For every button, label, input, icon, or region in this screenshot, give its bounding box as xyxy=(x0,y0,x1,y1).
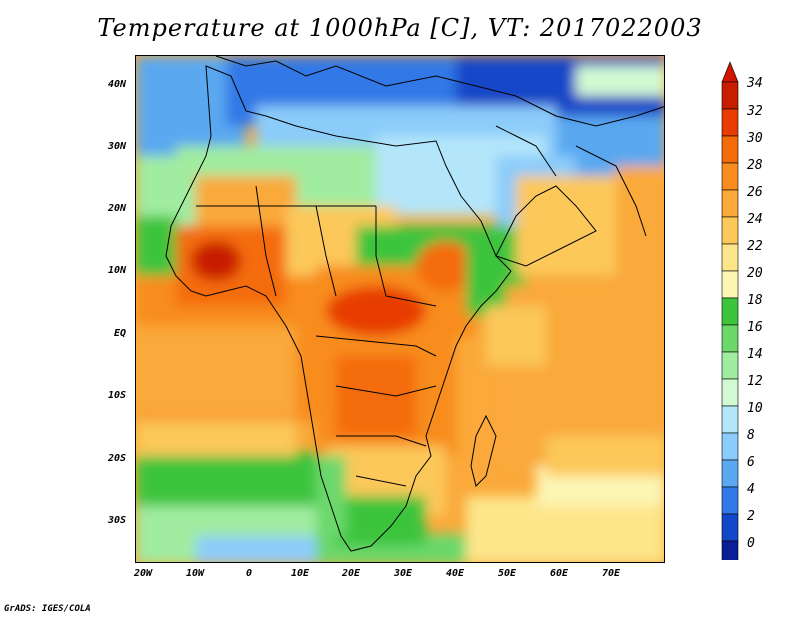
footer-credit: GrADS: IGES/COLA xyxy=(4,604,91,614)
colorbar-label: 14 xyxy=(747,347,763,362)
colorbar-top-arrow xyxy=(721,61,739,83)
colorbar-segment xyxy=(721,513,739,542)
lat-label: 10S xyxy=(108,390,127,401)
lat-label: 20N xyxy=(108,203,127,214)
colorbar-label: 16 xyxy=(747,320,763,335)
colorbar-label: 6 xyxy=(747,455,755,470)
colorbar-segment xyxy=(721,162,739,191)
colorbar-segment xyxy=(721,324,739,353)
colorbar-label: 4 xyxy=(747,482,755,497)
colorbar-label: 10 xyxy=(747,401,763,416)
colorbar-segment xyxy=(721,243,739,272)
colorbar-segment xyxy=(721,540,739,560)
colorbar-label: 0 xyxy=(747,536,755,551)
colorbar-label: 20 xyxy=(747,266,763,281)
colorbar-label: 28 xyxy=(747,158,763,173)
lon-label: 0 xyxy=(246,568,253,579)
lon-label: 20E xyxy=(342,568,361,579)
colorbar-segment xyxy=(721,135,739,164)
lat-label: 20S xyxy=(108,453,127,464)
colorbar-label: 12 xyxy=(747,374,763,389)
lon-label: 70E xyxy=(602,568,621,579)
colorbar-segment xyxy=(721,351,739,380)
colorbar-label: 18 xyxy=(747,293,763,308)
colorbar-segment xyxy=(721,459,739,488)
colorbar-label: 34 xyxy=(747,76,763,91)
chart-title: Temperature at 1000hPa [C], VT: 20170220… xyxy=(97,14,703,42)
colorbar-label: 30 xyxy=(747,131,763,146)
lon-label: 30E xyxy=(394,568,413,579)
colorbar xyxy=(721,61,739,560)
colorbar-segment xyxy=(721,270,739,299)
lat-label: 10N xyxy=(108,265,127,276)
lat-label: EQ xyxy=(114,328,127,339)
lon-label: 60E xyxy=(550,568,569,579)
colorbar-segment xyxy=(721,378,739,407)
map-panel xyxy=(135,55,665,563)
colorbar-label: 24 xyxy=(747,212,763,227)
colorbar-label: 26 xyxy=(747,185,763,200)
colorbar-label: 22 xyxy=(747,239,763,254)
colorbar-segment xyxy=(721,81,739,110)
coastlines xyxy=(165,56,664,552)
colorbar-segment xyxy=(721,108,739,137)
colorbar-label: 32 xyxy=(747,104,763,119)
colorbar-label: 2 xyxy=(747,509,755,524)
lon-label: 40E xyxy=(446,568,465,579)
lon-label: 10W xyxy=(186,568,205,579)
colorbar-segment xyxy=(721,216,739,245)
colorbar-segment xyxy=(721,297,739,326)
colorbar-segment xyxy=(721,189,739,218)
lon-label: 20W xyxy=(134,568,153,579)
colorbar-segment xyxy=(721,432,739,461)
lon-label: 10E xyxy=(291,568,310,579)
colorbar-label: 8 xyxy=(747,428,755,443)
lat-label: 30S xyxy=(108,515,127,526)
lat-label: 40N xyxy=(108,79,127,90)
temperature-field xyxy=(136,56,664,562)
lon-label: 50E xyxy=(498,568,517,579)
colorbar-segment xyxy=(721,486,739,515)
colorbar-segment xyxy=(721,405,739,434)
lat-label: 30N xyxy=(108,141,127,152)
temperature-map xyxy=(136,56,664,562)
